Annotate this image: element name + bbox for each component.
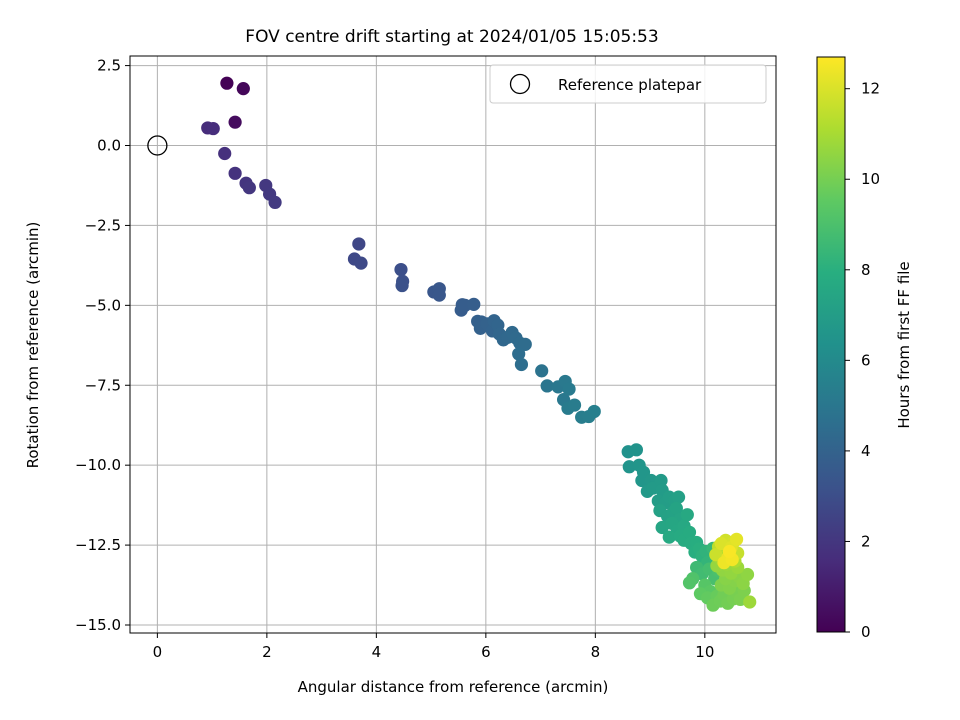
colorbar-tick-label: 10 xyxy=(861,170,880,188)
scatter-point xyxy=(242,181,256,195)
y-tick-label: −2.5 xyxy=(85,216,121,234)
legend-box xyxy=(489,64,767,104)
x-tick-label: 10 xyxy=(695,643,714,661)
y-tick-label: −12.5 xyxy=(75,536,121,554)
scatter-point xyxy=(567,398,582,412)
y-tick-label: 0.0 xyxy=(97,137,121,155)
scatter-point xyxy=(662,530,676,544)
scatter-point xyxy=(740,567,755,582)
colorbar-tick-label: 0 xyxy=(861,623,871,641)
scatter-point xyxy=(635,473,649,488)
colorbar-tick-label: 8 xyxy=(861,261,871,279)
scatter-point xyxy=(206,121,220,136)
data-points xyxy=(201,76,757,612)
y-axis-label: Rotation from reference (arcmin) xyxy=(24,222,42,469)
scatter-point xyxy=(228,115,242,129)
scatter-point xyxy=(655,520,669,535)
colorbar-ticks: 0 2 4 6 8 10 12 xyxy=(845,80,880,641)
grid-lines xyxy=(130,56,776,633)
scatter-point xyxy=(540,379,554,393)
x-tick-label: 4 xyxy=(372,643,382,661)
colorbar-tick-label: 12 xyxy=(861,80,880,98)
colorbar-label: Hours from first FF file xyxy=(895,261,913,428)
scatter-point xyxy=(236,82,250,96)
plot-frame xyxy=(129,55,777,634)
x-axis-label: Angular distance from reference (arcmin) xyxy=(298,678,609,696)
scatter-point xyxy=(722,544,737,559)
y-tick-label: −10.0 xyxy=(75,456,121,474)
scatter-point xyxy=(654,473,668,488)
scatter-point xyxy=(669,501,683,515)
colorbar-tick-label: 4 xyxy=(861,442,871,460)
scatter-point xyxy=(518,337,532,351)
scatter-point xyxy=(467,297,481,311)
scatter-point xyxy=(682,576,697,590)
scatter-point xyxy=(535,364,549,378)
scatter-point xyxy=(432,288,446,302)
scatter-point xyxy=(682,525,697,539)
scatter-point xyxy=(228,166,242,180)
scatter-point xyxy=(622,460,636,474)
scatter-point xyxy=(395,278,409,293)
reference-marker-group xyxy=(147,135,168,156)
y-tick-label: 2.5 xyxy=(97,57,121,75)
x-tick-label: 6 xyxy=(481,643,491,661)
scatter-point xyxy=(743,595,757,609)
scatter-point xyxy=(268,195,282,210)
colorbar-tick-label: 2 xyxy=(861,532,871,550)
y-axis-ticks: 2.5 0.0 −2.5 −5.0 −7.5 −10.0 −12.5 −15.0 xyxy=(75,57,130,634)
scatter-point xyxy=(562,382,576,396)
scatter-point xyxy=(671,490,686,504)
scatter-point xyxy=(514,357,529,372)
scatter-point xyxy=(352,237,366,251)
reference-platepar-marker xyxy=(147,135,168,156)
colorbar-tick-label: 6 xyxy=(861,351,871,369)
colorbar: 0 2 4 6 8 10 12 Hours from first FF file xyxy=(816,56,913,641)
scatter-point xyxy=(629,443,643,457)
scatter-point xyxy=(220,76,234,90)
legend-marker-icon xyxy=(509,73,531,95)
colorbar-gradient xyxy=(816,56,846,633)
y-tick-label: −5.0 xyxy=(85,296,121,314)
y-tick-label: −15.0 xyxy=(75,616,121,634)
scatter-point xyxy=(729,532,744,546)
scatter-point xyxy=(680,508,694,522)
scatter-point xyxy=(714,536,728,551)
x-tick-label: 0 xyxy=(153,643,163,661)
scatter-point xyxy=(512,347,526,361)
chart-title: FOV centre drift starting at 2024/01/05 … xyxy=(245,27,658,47)
x-tick-label: 2 xyxy=(262,643,272,661)
scatter-point xyxy=(709,548,723,562)
scatter-point xyxy=(587,404,601,419)
legend: Reference platepar xyxy=(489,64,767,104)
scatter-point xyxy=(218,146,232,161)
scatter-point xyxy=(394,262,408,277)
scatter-point xyxy=(354,256,368,270)
legend-entry-reference: Reference platepar xyxy=(558,76,702,94)
x-tick-label: 8 xyxy=(591,643,601,661)
y-tick-label: −7.5 xyxy=(85,376,121,394)
x-axis-ticks: 0 2 4 6 8 10 xyxy=(153,633,714,661)
